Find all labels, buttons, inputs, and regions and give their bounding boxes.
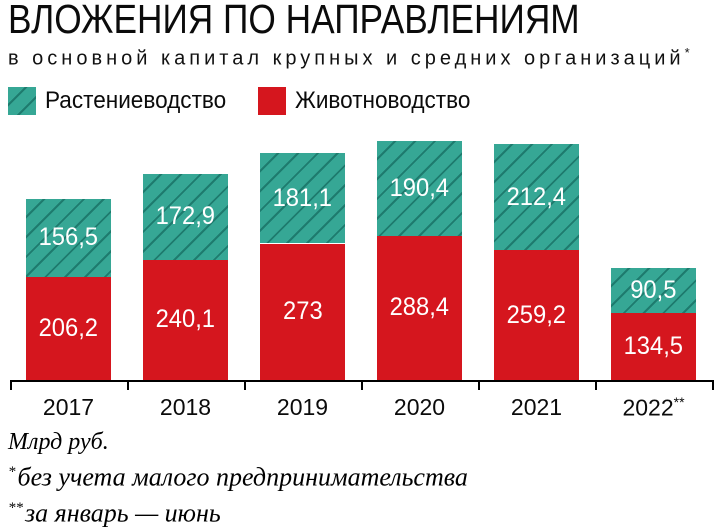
footnote-line: **за январь — июнь [8, 493, 708, 529]
footnote-marker: * [8, 464, 16, 480]
year-text: 2017 [42, 394, 95, 420]
year-footnote-marker: ** [673, 394, 685, 410]
chart-subtitle: в основной капитал крупных и средних орг… [8, 45, 690, 71]
bar-value-label: 181,1 [272, 183, 333, 212]
stacked-bar-chart: 206,2 156,5 2017 240,1 172,9 2018 273 181,1 2019… [10, 140, 714, 422]
bar-segment-crop: 156,5 [26, 198, 111, 277]
bar-segment-crop: 212,4 [494, 144, 579, 251]
x-axis-tick [712, 380, 714, 390]
x-axis-category-label: 2020 [362, 394, 478, 421]
year-text: 2020 [393, 394, 446, 420]
year-text: 2021 [510, 394, 563, 420]
legend: Растениеводство Животноводство [0, 87, 719, 115]
x-axis-tick [127, 380, 129, 390]
x-axis-category-label: 2022** [596, 394, 712, 422]
bar-segment-livestock: 288,4 [377, 235, 462, 380]
bar-segment-livestock: 134,5 [611, 312, 696, 380]
x-axis-tick [10, 380, 12, 390]
bar-segment-crop: 181,1 [260, 152, 345, 244]
bar-value-label: 240,1 [155, 305, 216, 334]
footnotes: Млрд руб. *без учета малого предпринимате… [8, 428, 708, 528]
year-text: 2019 [276, 394, 329, 420]
bar-value-label: 259,2 [506, 300, 567, 329]
x-axis-tick [478, 380, 480, 390]
bar-segment-crop: 172,9 [143, 173, 228, 260]
bar-value-label: 90,5 [630, 275, 677, 304]
hatched-swatch-icon [8, 87, 36, 115]
year-text: 2018 [159, 394, 212, 420]
unit-label: Млрд руб. [8, 428, 708, 457]
footnote-text: без учета малого предпринимательства [17, 462, 468, 492]
x-axis-category-label: 2018 [128, 394, 244, 421]
chart-title: ВЛОЖЕНИЯ ПО НАПРАВЛЕНИЯМ [8, 0, 580, 42]
footnote-text: за январь — июнь [25, 498, 221, 528]
bar-segment-livestock: 273 [260, 243, 345, 380]
legend-label: Животноводство [295, 87, 471, 114]
bar-segment-crop: 90,5 [611, 267, 696, 313]
x-axis-tick [595, 380, 597, 390]
bar-segment-livestock: 206,2 [26, 276, 111, 380]
year-text: 2022 [622, 394, 674, 421]
footnote-line: *без учета малого предпринимательства [8, 457, 708, 493]
bar-segment-livestock: 259,2 [494, 250, 579, 380]
legend-label: Растениеводство [45, 87, 227, 114]
legend-item-crop: Растениеводство [8, 87, 238, 115]
footnote-text: Млрд руб. [8, 429, 109, 455]
x-axis-category-label: 2019 [245, 394, 361, 421]
chart-subtitle-text: в основной капитал крупных и средних орг… [8, 47, 685, 70]
swatch-icon [258, 87, 286, 115]
legend-item-livestock: Животноводство [258, 87, 482, 115]
bar-value-label: 212,4 [506, 182, 567, 211]
bar-value-label: 134,5 [623, 331, 684, 360]
bar-segment-crop: 190,4 [377, 140, 462, 236]
x-axis-tick [361, 380, 363, 390]
bar-value-label: 156,5 [38, 223, 99, 252]
bar-value-label: 190,4 [389, 173, 450, 202]
bar-value-label: 206,2 [38, 313, 99, 342]
x-axis-category-label: 2021 [479, 394, 595, 421]
bar-segment-livestock: 240,1 [143, 259, 228, 380]
x-axis-category-label: 2017 [11, 394, 127, 421]
x-axis-tick [244, 380, 246, 390]
bar-value-label: 273 [282, 297, 323, 326]
footnote-marker: ** [8, 499, 23, 516]
bar-value-label: 172,9 [155, 202, 216, 231]
bar-value-label: 288,4 [389, 293, 450, 322]
subtitle-footnote-marker: * [684, 45, 690, 60]
